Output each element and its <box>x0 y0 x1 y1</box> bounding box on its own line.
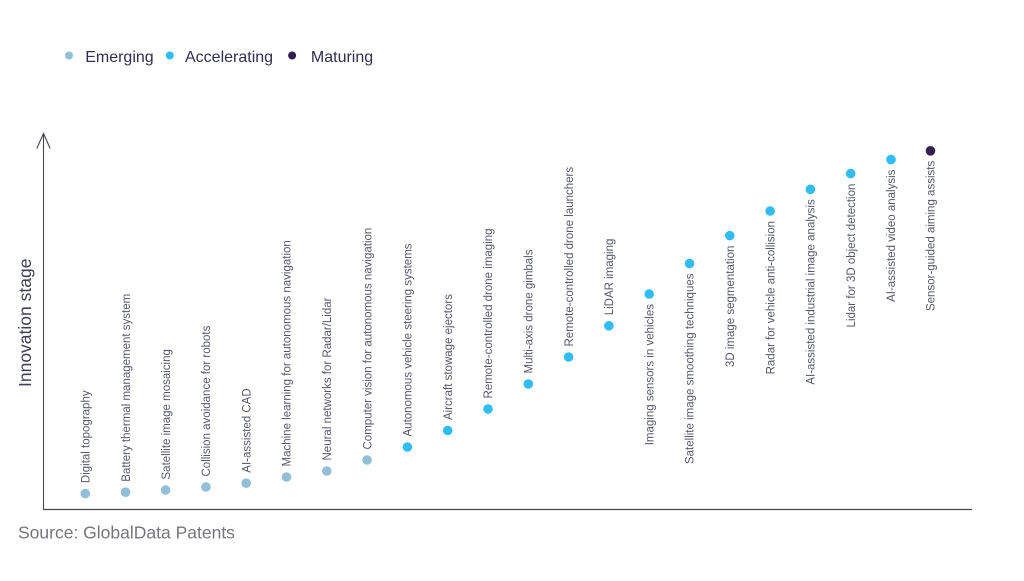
svg-text:3D image segmentation: 3D image segmentation <box>725 246 737 367</box>
svg-text:LiDAR imaging: LiDAR imaging <box>604 239 616 316</box>
svg-text:AI-assisted video analysis: AI-assisted video analysis <box>886 169 898 302</box>
svg-text:Emerging: Emerging <box>85 49 153 66</box>
svg-text:AI-assisted industrial image a: AI-assisted industrial image analysis <box>806 199 818 385</box>
svg-text:Autonomous vehicle steering sy: Autonomous vehicle steering systems <box>403 243 415 436</box>
svg-text:Imaging sensors in vehicles: Imaging sensors in vehicles <box>644 304 656 446</box>
svg-text:Computer vision for autonomous: Computer vision for autonomous navigatio… <box>362 228 374 450</box>
svg-text:Neural networks for Radar/Lida: Neural networks for Radar/Lidar <box>322 297 334 460</box>
svg-text:Collision avoidance for robots: Collision avoidance for robots <box>201 325 213 476</box>
svg-text:Source: GlobalData Patents: Source: GlobalData Patents <box>18 523 235 543</box>
svg-text:Innovation stage: Innovation stage <box>15 259 35 387</box>
svg-text:Satellite image smoothing tech: Satellite image smoothing techniques <box>685 273 697 464</box>
svg-text:Digital topography: Digital topography <box>81 390 93 483</box>
svg-text:Aircraft stowage ejectors: Aircraft stowage ejectors <box>443 294 455 420</box>
svg-text:Remote-controlled drone launch: Remote-controlled drone launchers <box>564 167 576 347</box>
svg-text:Accelerating: Accelerating <box>185 49 273 66</box>
svg-text:Lidar for 3D object detection: Lidar for 3D object detection <box>846 184 858 328</box>
svg-text:Sensor-guided aiming assists: Sensor-guided aiming assists <box>926 161 938 311</box>
svg-text:Battery thermal management sys: Battery thermal management system <box>121 294 133 482</box>
svg-text:Multi-axis drone gimbals: Multi-axis drone gimbals <box>524 249 536 373</box>
svg-text:Remote-controlled drone imagin: Remote-controlled drone imaging <box>483 228 495 398</box>
svg-text:Machine learning for autonomou: Machine learning for autonomous navigati… <box>282 240 294 466</box>
svg-text:Satellite image mosaicing: Satellite image mosaicing <box>161 349 173 479</box>
svg-text:AI-assisted CAD: AI-assisted CAD <box>241 388 253 472</box>
svg-text:Maturing: Maturing <box>311 49 373 66</box>
svg-text:Radar for vehicle anti-collisi: Radar for vehicle anti-collision <box>765 221 777 374</box>
